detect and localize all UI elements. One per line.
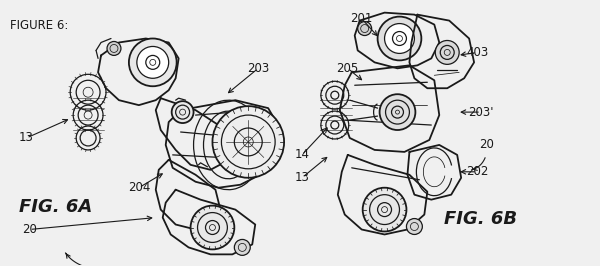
Circle shape bbox=[358, 22, 371, 36]
Circle shape bbox=[212, 106, 284, 178]
Text: 14: 14 bbox=[295, 148, 310, 161]
Text: 20: 20 bbox=[479, 138, 494, 151]
Circle shape bbox=[377, 16, 421, 60]
Text: 403: 403 bbox=[466, 46, 488, 59]
Circle shape bbox=[137, 47, 169, 78]
Circle shape bbox=[435, 40, 459, 64]
Text: 13: 13 bbox=[19, 131, 34, 144]
Circle shape bbox=[191, 206, 235, 250]
Circle shape bbox=[362, 188, 406, 231]
Circle shape bbox=[129, 39, 176, 86]
Text: FIG. 6A: FIG. 6A bbox=[19, 198, 93, 216]
Circle shape bbox=[385, 24, 415, 53]
Text: 203: 203 bbox=[247, 62, 269, 75]
Text: 204: 204 bbox=[128, 181, 150, 194]
Text: 201: 201 bbox=[350, 12, 373, 25]
Circle shape bbox=[380, 94, 415, 130]
Circle shape bbox=[172, 101, 194, 123]
Text: 20: 20 bbox=[22, 223, 37, 236]
Text: 205: 205 bbox=[337, 62, 359, 75]
Text: FIGURE 6:: FIGURE 6: bbox=[10, 19, 68, 32]
Circle shape bbox=[235, 239, 250, 255]
Circle shape bbox=[107, 41, 121, 55]
Text: FIG. 6B: FIG. 6B bbox=[444, 210, 517, 228]
Circle shape bbox=[406, 219, 422, 234]
Text: 202: 202 bbox=[466, 165, 488, 178]
Text: 13: 13 bbox=[295, 171, 310, 184]
Text: 203': 203' bbox=[468, 106, 494, 119]
